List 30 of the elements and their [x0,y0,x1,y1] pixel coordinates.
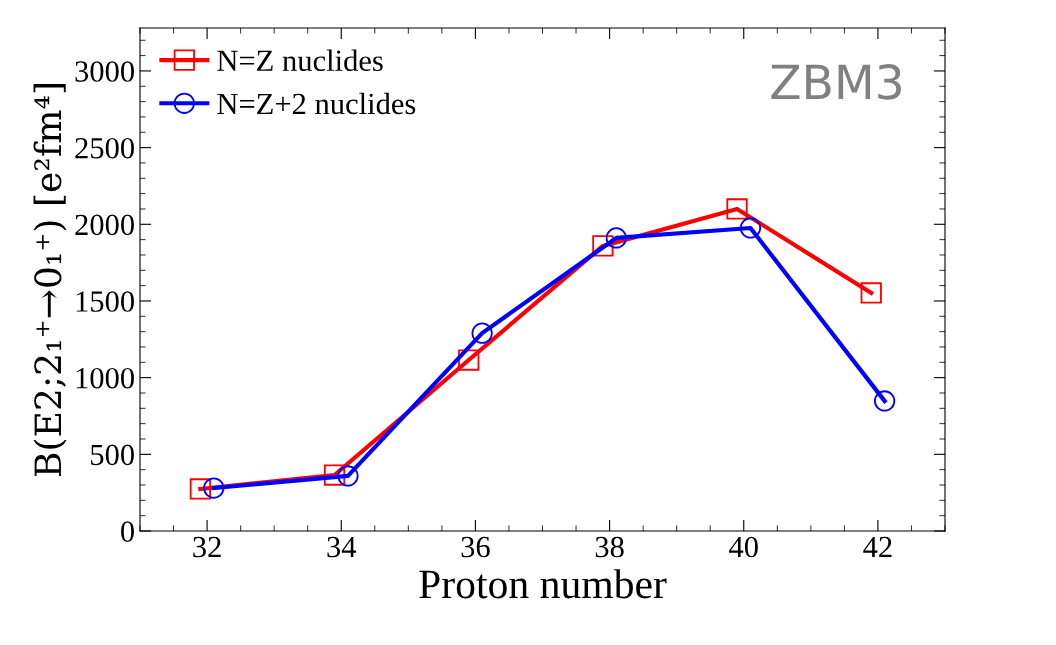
x-tick-label: 32 [193,536,221,558]
x-tick-label: 34 [327,536,357,558]
y-tick-label: 1000 [76,367,134,389]
point [860,282,882,304]
point [203,477,225,499]
point [337,465,359,487]
point [605,227,627,249]
point [592,235,614,257]
point [323,464,346,486]
y-tick-label: 3000 [75,61,134,82]
point [873,390,896,412]
y-tick-label: 2500 [75,137,134,159]
point [189,478,212,500]
x-axis-title: Proton number [419,569,667,599]
y-axis-title: B(E2;2₁⁺→0₁⁺) [e²fm⁴] [33,84,67,477]
legend-label: N=Z+2 nuclides [217,92,416,115]
y-tick-label: 2000 [75,214,134,236]
legend-label: N=Z nuclides [217,49,383,72]
point [739,217,762,239]
x-tick-label: 40 [729,536,758,558]
x-tick-label: 36 [461,536,490,558]
point [726,198,748,220]
point [471,322,493,344]
y-tick-label: 1500 [76,291,134,312]
x-tick-label: 42 [863,536,892,558]
point [458,349,480,371]
annotation: ZBM3 [771,64,901,100]
y-tick-label: 500 [91,444,134,466]
x-tick-label: 38 [595,536,624,558]
y-tick-label: 0 [121,521,134,542]
